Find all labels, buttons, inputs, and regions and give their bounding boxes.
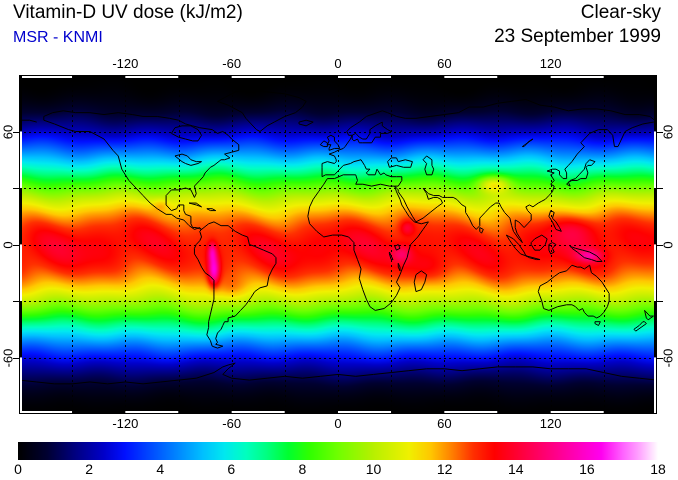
- world-uv-heatmap: [19, 75, 657, 414]
- colorbar: [18, 442, 658, 460]
- colorbar-tick-label: 0: [14, 461, 22, 477]
- lon-tick-label-bottom: -120: [112, 416, 139, 431]
- date-label: 23 September 1999: [494, 26, 661, 47]
- lat-tick-mark: [13, 188, 19, 189]
- sky-condition-label: Clear-sky: [580, 2, 661, 23]
- data-source-label: MSR - KNMI: [13, 29, 103, 46]
- lat-tick-mark: [13, 301, 19, 302]
- lat-tick-mark: [657, 132, 663, 133]
- lat-tick-mark: [13, 132, 19, 133]
- colorbar-tick-label: 16: [579, 461, 595, 477]
- lon-tick-label-bottom: -60: [222, 416, 242, 431]
- colorbar-tick-label: 10: [365, 461, 382, 477]
- lon-tick-label-bottom: 0: [334, 416, 342, 431]
- lat-tick-mark: [13, 245, 19, 246]
- colorbar-tick-label: 8: [298, 461, 307, 477]
- lon-tick-label-top: 120: [539, 56, 562, 71]
- lat-tick-mark: [657, 245, 663, 246]
- colorbar-tick-label: 2: [85, 461, 94, 477]
- lat-tick-mark: [657, 188, 663, 189]
- colorbar-tick-label: 4: [156, 461, 165, 477]
- lat-tick-mark: [657, 301, 663, 302]
- lat-tick-mark: [13, 358, 19, 359]
- colorbar-tick-label: 6: [227, 461, 236, 477]
- colorbar-tick-label: 18: [650, 461, 666, 477]
- lon-tick-label-bottom: 120: [539, 416, 562, 431]
- lon-tick-label-top: -60: [222, 56, 242, 71]
- page-title: Vitamin-D UV dose (kJ/m2): [13, 2, 243, 23]
- lat-tick-mark: [657, 358, 663, 359]
- colorbar-tick-label: 14: [507, 461, 524, 477]
- lon-tick-label-top: 0: [334, 56, 342, 71]
- lon-tick-label-top: 60: [437, 56, 452, 71]
- lon-tick-label-top: -120: [112, 56, 139, 71]
- lon-tick-label-bottom: 60: [437, 416, 452, 431]
- colorbar-tick-label: 12: [436, 461, 453, 477]
